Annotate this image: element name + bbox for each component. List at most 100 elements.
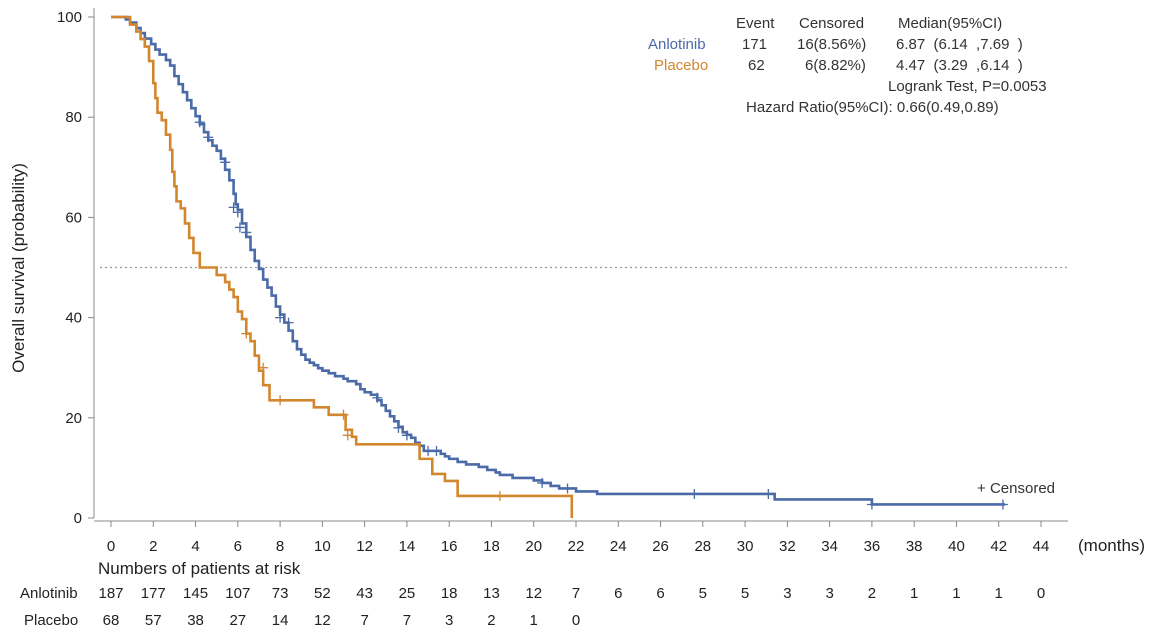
risk-count: 3	[825, 585, 834, 602]
censor-mark-anlotinib	[234, 222, 245, 233]
risk-count: 27	[229, 612, 247, 629]
x-tick-label: 28	[694, 538, 711, 555]
x-tick-label: 2	[149, 538, 157, 555]
risk-count: 3	[783, 585, 792, 602]
stats-header-censored: Censored	[799, 15, 865, 32]
censor-mark-anlotinib	[203, 132, 214, 143]
stats-hazard-ratio: Hazard Ratio(95%CI): 0.66(0.49,0.89)	[746, 99, 999, 116]
y-tick-label: 60	[65, 209, 82, 226]
censor-mark-anlotinib	[763, 488, 774, 499]
x-tick-label: 26	[652, 538, 669, 555]
x-tick-label: 32	[779, 538, 796, 555]
risk-count: 2	[867, 585, 877, 602]
risk-count: 187	[98, 585, 124, 602]
risk-count: 13	[483, 585, 500, 602]
curve-placebo	[111, 15, 574, 518]
risk-count: 6	[614, 585, 623, 602]
stats-anlotinib-censored: 16(8.56%)	[797, 36, 867, 53]
risk-row-label: Placebo	[24, 612, 79, 629]
risk-count: 57	[144, 612, 162, 629]
censor-mark-anlotinib	[537, 477, 548, 488]
risk-count: 52	[314, 585, 331, 602]
risk-count: 5	[740, 585, 750, 602]
censor-mark-anlotinib	[194, 117, 205, 128]
x-tick-label: 20	[525, 538, 542, 555]
censor-mark-anlotinib	[232, 207, 243, 218]
censor-mark-placebo	[258, 362, 269, 373]
x-tick-label: 0	[107, 538, 115, 555]
x-tick-label: 8	[276, 538, 284, 555]
x-tick-label: 44	[1033, 538, 1050, 555]
risk-count: 5	[698, 585, 707, 602]
stats-header-event: Event	[736, 15, 775, 32]
x-tick-label: 30	[737, 538, 754, 555]
x-tick-label: 16	[441, 538, 458, 555]
stats-anlotinib-median: 6.87 (6.14 ,7.69 )	[896, 36, 1023, 53]
risk-count: 14	[271, 612, 289, 629]
censor-mark-placebo	[241, 328, 252, 339]
y-tick-label: 20	[65, 410, 82, 427]
x-tick-label: 34	[821, 538, 838, 555]
y-tick-label: 0	[74, 510, 82, 527]
censor-marks	[194, 117, 1008, 510]
risk-count: 3	[445, 612, 454, 629]
censor-mark-anlotinib	[275, 312, 286, 323]
curve-anlotinib	[111, 15, 1006, 506]
censor-mark-anlotinib	[562, 483, 573, 494]
censor-mark-placebo	[338, 409, 349, 420]
stats-anlotinib-event: 171	[742, 36, 768, 53]
x-tick-label: 22	[568, 538, 585, 555]
censor-mark-anlotinib	[393, 422, 404, 433]
x-tick-label: 36	[864, 538, 881, 555]
censor-mark-anlotinib	[283, 317, 294, 328]
censor-mark-placebo	[494, 490, 505, 501]
y-axis-label: Overall survival (probability)	[9, 163, 28, 373]
censored-legend: + Censored	[977, 480, 1055, 497]
risk-count: 1	[994, 585, 1003, 602]
risk-count: 25	[398, 585, 416, 602]
x-tick-label: 14	[399, 538, 416, 555]
risk-count: 177	[140, 585, 166, 602]
risk-row-placebo: Placebo 68 57 38 27 14 12 7 7 3 2 1 0	[0, 612, 1167, 632]
censor-mark-anlotinib	[228, 202, 239, 213]
x-tick-label: 6	[234, 538, 242, 555]
x-tick-label: 4	[191, 538, 199, 555]
risk-count: 107	[225, 585, 251, 602]
risk-count: 1	[910, 585, 919, 602]
risk-row-anlotinib: Anlotinib 187 177 145 107 73 52 43 25 18 13 12 7 6 6 5…	[0, 585, 1167, 605]
censor-mark-anlotinib	[220, 157, 231, 168]
risk-count: 12	[314, 612, 331, 629]
stats-anlotinib-name: Anlotinib	[648, 36, 706, 53]
risk-count: 1	[952, 585, 961, 602]
risk-count: 38	[187, 612, 204, 629]
censor-mark-placebo	[275, 395, 286, 406]
stats-placebo-censored: 6(8.82%)	[805, 57, 866, 74]
risk-count: 1	[529, 612, 538, 629]
risk-count: 68	[102, 612, 120, 629]
censor-mark-anlotinib	[401, 430, 412, 441]
y-tick-label: 80	[65, 109, 82, 126]
stats-header-median: Median(95%CI)	[898, 15, 1003, 32]
x-tick-label: 42	[990, 538, 1007, 555]
risk-count: 7	[360, 612, 369, 629]
y-tick-label: 100	[57, 9, 82, 26]
censor-mark-anlotinib	[997, 499, 1008, 510]
censor-mark-anlotinib	[866, 499, 877, 510]
x-axis-label: (months)	[1078, 536, 1145, 555]
risk-count: 0	[571, 612, 581, 629]
x-tick-label: 10	[314, 538, 331, 555]
censor-mark-anlotinib	[372, 392, 383, 403]
stats-placebo-median: 4.47 (3.29 ,6.14 )	[896, 57, 1023, 74]
x-tick-label: 40	[948, 538, 965, 555]
risk-count: 0	[1036, 585, 1046, 602]
risk-count: 18	[440, 585, 458, 602]
x-tick-label: 18	[483, 538, 500, 555]
stats-placebo-event: 62	[748, 57, 765, 74]
censor-mark-anlotinib	[241, 227, 252, 238]
risk-count: 7	[571, 585, 581, 602]
risk-count: 73	[271, 585, 289, 602]
risk-row-label: Anlotinib	[20, 585, 78, 602]
censor-mark-anlotinib	[431, 445, 442, 456]
x-tick-label: 38	[906, 538, 923, 555]
